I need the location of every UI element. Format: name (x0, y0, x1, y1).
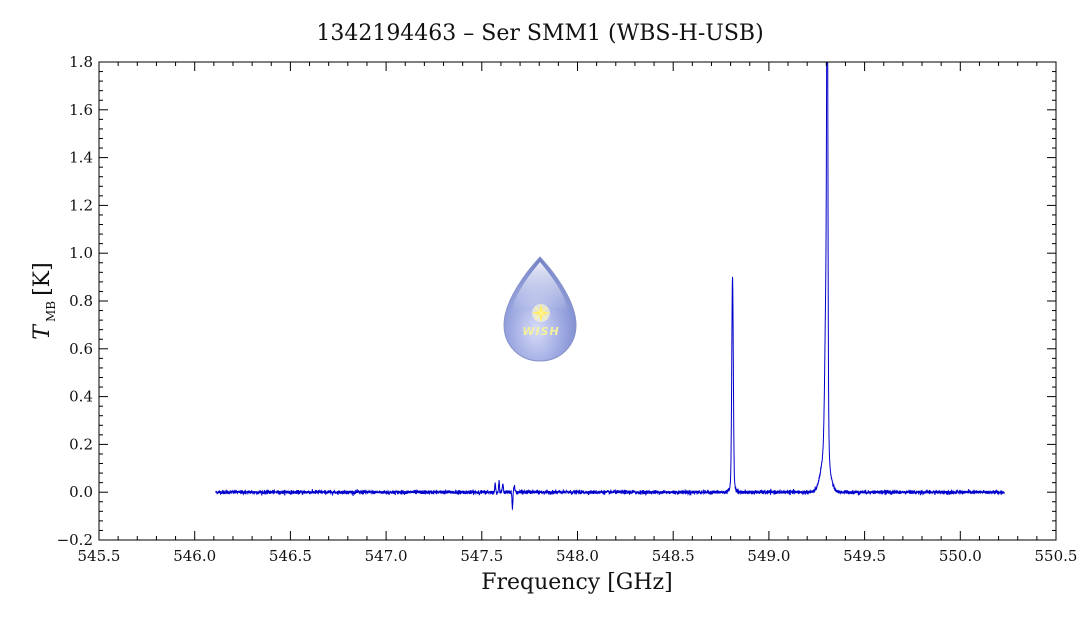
y-axis-label: TMB [K] (30, 262, 58, 339)
svg-text:TMB[K]: TMB [K] (30, 262, 58, 339)
x-tick-label: 550.5 (1035, 547, 1078, 565)
y-tick-label: 0.4 (69, 388, 93, 406)
y-tick-label: 0.0 (69, 483, 93, 501)
plot-area (215, 62, 1005, 511)
y-axis-label-sub: MB (44, 301, 58, 322)
y-axis-label-main: T (30, 323, 55, 340)
x-tick-label: 548.5 (652, 547, 695, 565)
x-tick-label: 549.0 (747, 547, 790, 565)
y-tick-label: 1.6 (69, 101, 93, 119)
y-tick-label: 1.2 (69, 196, 93, 214)
wish-logo-icon: WISH (503, 256, 577, 362)
x-tick-label: 548.0 (556, 547, 599, 565)
x-tick-label: 547.0 (365, 547, 408, 565)
x-tick-label: 546.0 (173, 547, 216, 565)
x-tick-label: 549.5 (843, 547, 886, 565)
y-tick-label: 1.8 (69, 53, 93, 71)
y-axis-label-unit: [K] (30, 262, 55, 296)
y-tick-label: 0.2 (69, 435, 93, 453)
plot-frame (98, 61, 1057, 541)
axes: 545.5 546.0 546.5 547.0 547.5 548.0 548.5 549.0… (57, 53, 1078, 565)
x-axis-label: Frequency [GHz] (481, 570, 673, 595)
x-tick-label: 545.5 (78, 547, 121, 565)
chart-title: 1342194463 – Ser SMM1 (WBS-H-USB) (316, 21, 763, 46)
y-tick-label: 0.6 (69, 340, 93, 358)
x-tick-label: 546.5 (269, 547, 312, 565)
x-tick-label: 547.5 (460, 547, 503, 565)
x-tick-label: 550.0 (939, 547, 982, 565)
star-icon (532, 304, 550, 322)
y-tick-label: 1.0 (69, 244, 93, 262)
spectrum-series-line (215, 62, 1005, 511)
y-tick-label: 1.4 (69, 149, 93, 167)
logo-text: WISH (522, 325, 559, 338)
y-tick-label: 0.8 (69, 292, 93, 310)
y-tick-label: −0.2 (57, 531, 93, 549)
